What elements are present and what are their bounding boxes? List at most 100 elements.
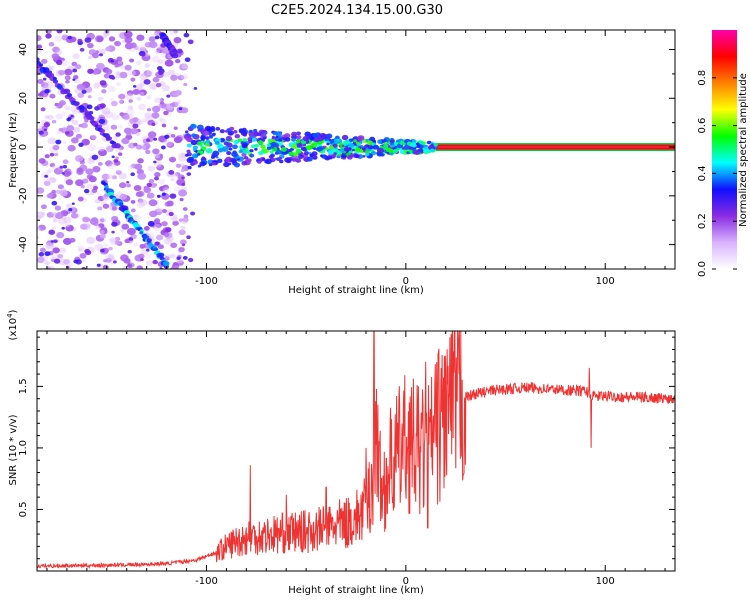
heatmap-cell — [136, 145, 141, 149]
heatmap-cell — [155, 206, 164, 213]
heatmap-cell — [193, 86, 198, 90]
heatmap-cell — [224, 129, 229, 133]
heatmap-cell — [377, 139, 383, 144]
heatmap-cell — [63, 88, 71, 95]
heatmap-cell — [118, 152, 123, 156]
heatmap-cell — [43, 122, 51, 128]
heatmap-cell — [100, 248, 105, 253]
heatmap-cell — [45, 242, 53, 248]
heatmap-cell — [52, 144, 60, 151]
heatmap-cell — [41, 82, 49, 89]
heatmap-cell — [343, 146, 350, 152]
heatmap-cell — [354, 153, 360, 158]
heatmap-cell — [242, 143, 247, 148]
heatmap-cell — [37, 214, 42, 220]
colorbar-gradient — [712, 30, 737, 269]
heatmap-cell — [115, 82, 121, 87]
heatmap-cell — [128, 165, 133, 169]
heatmap-cell — [392, 148, 399, 154]
heatmap-cell — [190, 123, 197, 129]
heatmap-cell — [160, 145, 166, 150]
snr-y-label: SNR (10 * v/v) — [8, 414, 19, 485]
snr-x-ticks: -100 0 100 — [46, 331, 666, 587]
heatmap-cell — [197, 141, 203, 146]
heatmap-cell — [145, 254, 151, 259]
heatmap-cell — [105, 68, 113, 75]
heatmap-cell — [146, 138, 151, 142]
heatmap-cell — [185, 153, 189, 157]
heatmap-cell — [85, 250, 92, 256]
heatmap-cell — [324, 138, 328, 142]
heatmap-cell — [163, 237, 173, 245]
heatmap-cell — [229, 126, 235, 131]
heatmap-cell — [286, 158, 292, 164]
heatmap-cell — [62, 159, 69, 165]
heatmap-cell — [158, 153, 163, 158]
heatmap-cell — [170, 253, 176, 259]
spectrogram-y-ticks: -40 -20 0 20 40 — [18, 43, 675, 270]
heatmap-cell — [366, 140, 374, 146]
heatmap-cell — [86, 104, 93, 110]
heatmap-cell — [181, 176, 185, 180]
heatmap-cell — [139, 244, 146, 249]
heatmap-cell — [153, 137, 158, 141]
heatmap-cell — [167, 102, 175, 109]
heatmap-cell — [184, 130, 189, 134]
heatmap-cell — [70, 105, 78, 112]
colorbar-tick-label: 0.6 — [697, 118, 708, 134]
heatmap-cell — [182, 217, 189, 223]
heatmap-cell — [328, 139, 335, 144]
heatmap-cell — [167, 112, 172, 117]
heatmap-cell — [284, 137, 291, 142]
heatmap-cell — [115, 147, 123, 153]
heatmap-cell — [91, 154, 99, 160]
heatmap-cell — [297, 154, 304, 160]
heatmap-cell — [44, 88, 50, 94]
heatmap-cell — [258, 150, 264, 156]
heatmap-cell — [168, 156, 177, 163]
heatmap-cell — [119, 71, 128, 79]
heatmap-cell — [151, 105, 161, 113]
heatmap-cell — [295, 139, 301, 144]
heatmap-cell — [146, 95, 152, 100]
heatmap-cell — [53, 239, 58, 244]
heatmap-cell — [348, 143, 355, 148]
heatmap-cell — [292, 152, 299, 157]
heatmap-cell — [183, 82, 188, 87]
x-tick-label: -100 — [195, 276, 218, 287]
heatmap-cell — [115, 74, 121, 79]
heatmap-cell — [67, 144, 76, 152]
heatmap-cell — [127, 69, 136, 77]
heatmap-cell — [136, 201, 145, 209]
heatmap-cell — [296, 135, 302, 140]
heatmap-cell — [172, 91, 180, 98]
heatmap-cell — [72, 78, 76, 81]
heatmap-cell — [346, 154, 353, 160]
heatmap-cell — [93, 185, 99, 190]
heatmap-cell — [85, 223, 91, 228]
heatmap-cell — [178, 218, 183, 222]
heatmap-cell — [165, 227, 172, 233]
heatmap-cell — [173, 126, 178, 130]
heatmap-cell — [42, 79, 48, 84]
heatmap-cell — [143, 226, 150, 231]
heatmap-cell — [47, 168, 54, 173]
heatmap-cell — [106, 136, 113, 141]
heatmap-cell — [160, 52, 167, 58]
heatmap-cell — [219, 137, 226, 143]
heatmap-cell — [304, 131, 311, 137]
heatmap-cell — [97, 124, 103, 129]
heatmap-cell — [136, 60, 142, 65]
heatmap-cell — [142, 118, 148, 123]
heatmap-cell — [38, 130, 44, 135]
heatmap-cell — [191, 153, 199, 159]
heatmap-cell — [96, 36, 104, 43]
heatmap-cell — [49, 65, 55, 71]
heatmap-cell — [328, 145, 335, 150]
colorbar-tick-label: 0.0 — [697, 261, 708, 277]
heatmap-cell — [80, 223, 88, 230]
heatmap-cell — [49, 152, 55, 157]
heatmap-cell — [113, 136, 119, 141]
heatmap-cell — [64, 75, 71, 81]
heatmap-cell — [61, 172, 65, 175]
